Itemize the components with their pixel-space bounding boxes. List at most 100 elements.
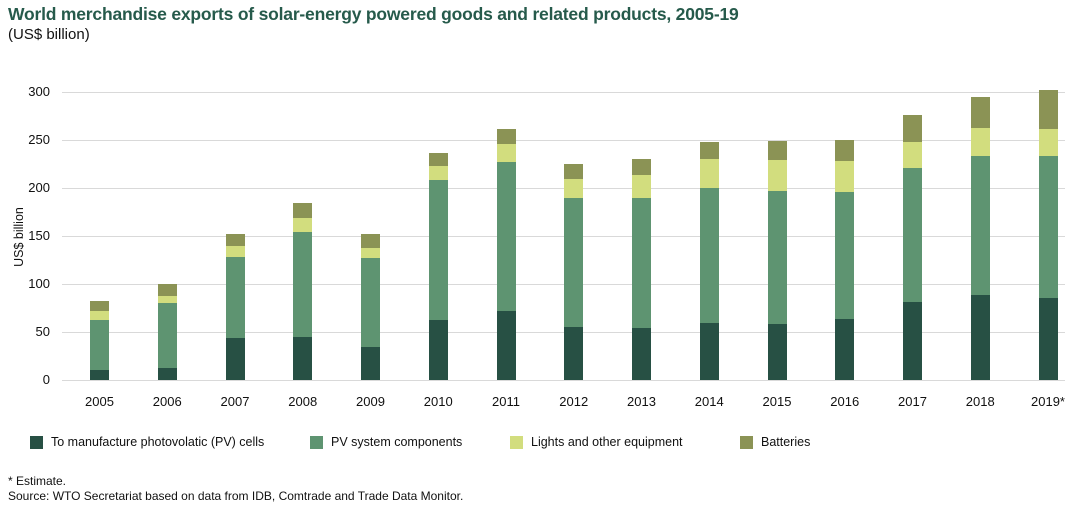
bar-2013-segment-pv-cells: [632, 328, 651, 380]
bar-2010-segment-batteries: [428, 152, 448, 166]
bar-2009: [361, 234, 380, 380]
bar-2016: [835, 140, 855, 380]
x-tick-2007: 2007: [220, 394, 250, 409]
bar-2016-segment-pv-system-components: [835, 191, 855, 319]
bar-2013: [632, 159, 651, 380]
bar-2008-segment-batteries: [293, 203, 313, 218]
bar-2006-segment-batteries: [157, 284, 177, 296]
bar-2014-segment-lights-other-equipment: [699, 159, 719, 189]
bar-2015-segment-pv-system-components: [767, 190, 787, 325]
x-tick-2016: 2016: [830, 394, 860, 409]
bar-2009-segment-pv-system-components: [361, 258, 380, 348]
bar-2014-segment-batteries: [699, 141, 719, 160]
legend-item-batteries: Batteries: [740, 435, 810, 449]
bar-2015-segment-batteries: [767, 140, 787, 161]
x-tick-2017: 2017: [898, 394, 927, 409]
x-axis-ticks: 2005 2006 2007 2008 2009 2010 2011 2012 2013 2014…: [62, 394, 1065, 412]
bar-2014-segment-pv-cells: [699, 323, 719, 380]
bar-2011-segment-lights-other-equipment: [496, 143, 516, 163]
x-tick-2018: 2018: [965, 394, 995, 409]
bar-2017: [903, 115, 922, 380]
plot-area: [62, 90, 1065, 381]
bar-2011-segment-batteries: [496, 128, 516, 144]
gridline-300: [62, 92, 1065, 93]
bar-2019-segment-batteries: [1038, 90, 1058, 129]
bar-2019-segment-pv-cells: [1038, 298, 1058, 380]
x-tick-2011: 2011: [492, 394, 520, 409]
bar-2009-segment-lights-other-equipment: [361, 247, 380, 259]
bar-2012-segment-pv-cells: [564, 327, 584, 380]
gridline-0: [62, 380, 1065, 381]
bar-2006-segment-pv-cells: [157, 367, 177, 380]
bar-2016-segment-lights-other-equipment: [835, 161, 855, 192]
gridline-50: [62, 332, 1065, 333]
bar-2013-segment-lights-other-equipment: [632, 174, 651, 198]
bar-2018: [970, 96, 990, 380]
x-tick-2012: 2012: [559, 394, 589, 409]
bar-2017-segment-lights-other-equipment: [903, 141, 922, 168]
bar-2019-segment-pv-system-components: [1038, 156, 1058, 299]
bar-2005-segment-pv-cells: [90, 370, 109, 380]
footnote-source: Source: WTO Secretariat based on data fr…: [8, 489, 464, 503]
footnotes: * Estimate. Source: WTO Secretariat base…: [8, 474, 463, 504]
bar-2019: [1038, 90, 1058, 380]
bar-2009-segment-batteries: [361, 234, 380, 248]
x-tick-2009: 2009: [356, 394, 385, 409]
bar-2006-segment-pv-system-components: [157, 303, 177, 368]
bar-2012-segment-pv-system-components: [564, 197, 584, 328]
bar-2018-segment-pv-cells: [970, 294, 990, 380]
bar-2013-segment-pv-system-components: [632, 197, 651, 329]
x-tick-2015: 2015: [762, 394, 792, 409]
bar-2012-segment-batteries: [564, 164, 584, 180]
gridline-150: [62, 236, 1065, 237]
legend-label-batteries: Batteries: [761, 435, 811, 449]
bar-2018-segment-lights-other-equipment: [970, 127, 990, 157]
bar-2006-segment-lights-other-equipment: [157, 295, 177, 304]
bar-2007-segment-batteries: [225, 234, 245, 246]
bar-2019-segment-lights-other-equipment: [1038, 128, 1058, 157]
bar-2017-segment-batteries: [903, 115, 922, 142]
bar-2011: [496, 128, 516, 380]
chart-title: World merchandise exports of solar-energ…: [8, 4, 739, 24]
bar-2018-segment-batteries: [970, 96, 990, 128]
bar-2011-segment-pv-cells: [496, 310, 516, 380]
legend-swatch-lights-other-equipment: [510, 435, 523, 449]
legend-item-lights-other-equipment: Lights and other equipment: [510, 435, 683, 449]
bar-2015-segment-pv-cells: [767, 324, 787, 380]
legend-label-lights-other-equipment: Lights and other equipment: [531, 435, 683, 449]
x-tick-2010: 2010: [423, 394, 453, 409]
bar-2018-segment-pv-system-components: [970, 156, 990, 295]
bar-2005-segment-pv-system-components: [90, 319, 109, 371]
bar-2013-segment-batteries: [632, 159, 651, 175]
x-tick-2006: 2006: [152, 394, 182, 409]
legend-swatch-batteries: [740, 435, 753, 449]
bar-2005-segment-batteries: [90, 301, 109, 311]
bar-2012-segment-lights-other-equipment: [564, 179, 584, 198]
bar-2014-segment-pv-system-components: [699, 188, 719, 324]
gridline-100: [62, 284, 1065, 285]
bar-2010-segment-pv-cells: [428, 320, 448, 380]
x-tick-2014: 2014: [694, 394, 724, 409]
bar-2017-segment-pv-system-components: [903, 167, 922, 303]
bar-2007-segment-pv-cells: [225, 337, 245, 380]
bar-2005: [90, 301, 109, 380]
chart-subtitle: (US$ billion): [8, 26, 90, 43]
bar-2016-segment-batteries: [835, 140, 855, 162]
bar-2007-segment-pv-system-components: [225, 257, 245, 338]
legend-swatch-pv-system-components: [310, 435, 323, 449]
y-tick-150: 150: [28, 228, 50, 243]
bar-2009-segment-pv-cells: [361, 347, 380, 380]
footnote-estimate: * Estimate.: [8, 474, 67, 488]
bar-2014: [699, 141, 719, 380]
x-tick-2008: 2008: [288, 394, 318, 409]
bar-2010-segment-lights-other-equipment: [428, 165, 448, 181]
y-tick-100: 100: [28, 276, 50, 291]
y-tick-200: 200: [28, 180, 50, 195]
bar-2008-segment-lights-other-equipment: [293, 217, 313, 233]
y-axis-ticks: 0 50 100 150 200 250 300: [10, 84, 50, 387]
legend: To manufacture photovolatic (PV) cells PV…: [0, 435, 1080, 453]
bar-2007: [225, 234, 245, 380]
gridline-250: [62, 140, 1065, 141]
y-tick-0: 0: [42, 372, 50, 387]
